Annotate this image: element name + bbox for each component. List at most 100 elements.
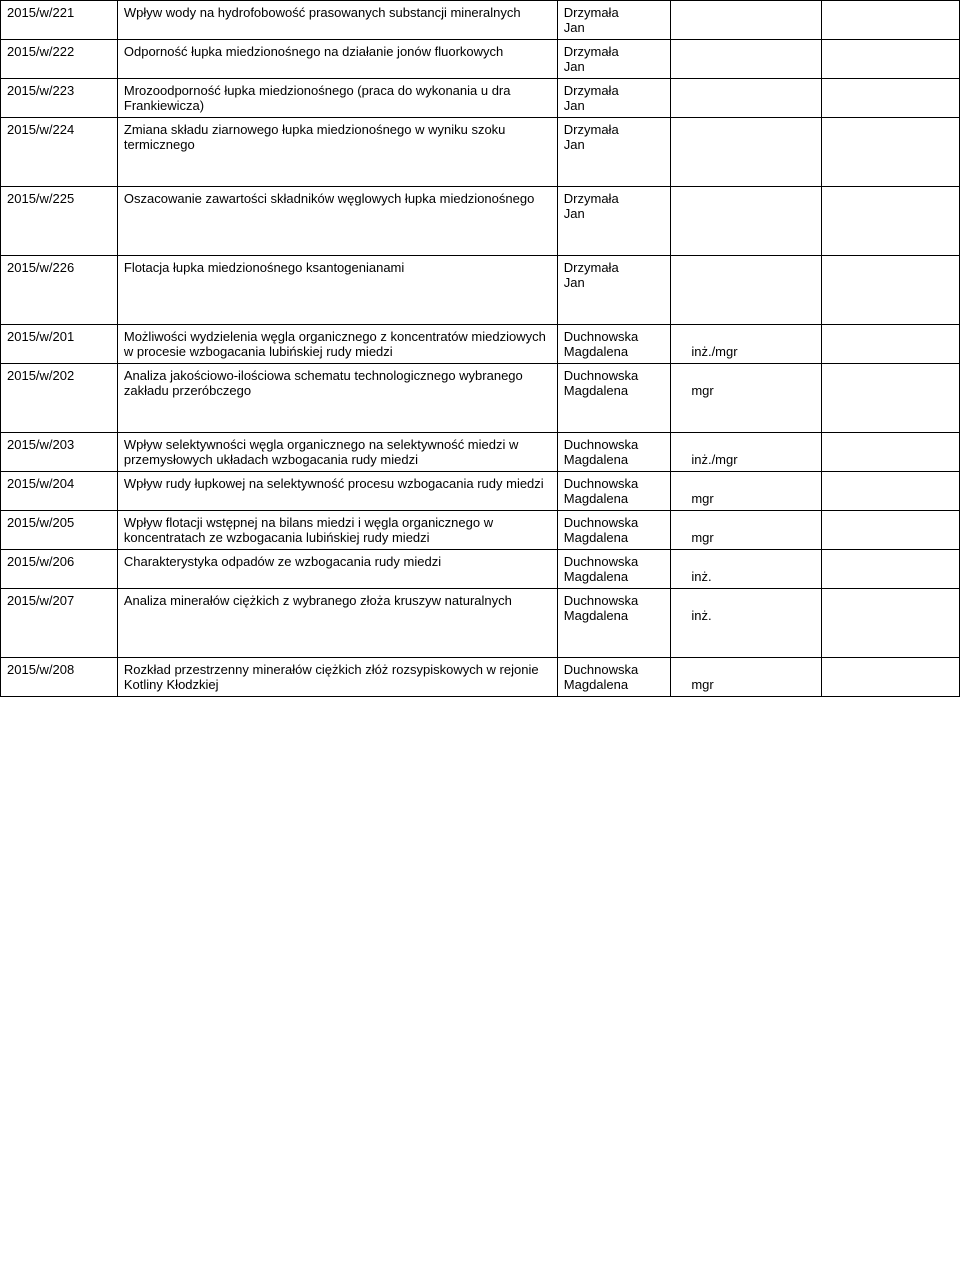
- author-firstname: Magdalena: [564, 491, 628, 506]
- cell-degree: mgr: [670, 658, 821, 697]
- table-row: 2015/w/205Wpływ flotacji wstępnej na bil…: [1, 511, 960, 550]
- cell-degree: [670, 187, 821, 256]
- author-surname: Duchnowska: [564, 554, 638, 569]
- degree-text: mgr: [691, 530, 713, 545]
- author-firstname: Jan: [564, 20, 585, 35]
- cell-degree: mgr: [670, 511, 821, 550]
- cell-title: Wpływ rudy łupkowej na selektywność proc…: [117, 472, 557, 511]
- cell-title: Flotacja łupka miedzionośnego ksantogeni…: [117, 256, 557, 325]
- cell-id: 2015/w/202: [1, 364, 118, 433]
- cell-id: 2015/w/206: [1, 550, 118, 589]
- cell-empty: [821, 325, 959, 364]
- cell-empty: [821, 1, 959, 40]
- cell-degree: mgr: [670, 472, 821, 511]
- cell-id: 2015/w/208: [1, 658, 118, 697]
- author-surname: Drzymała: [564, 83, 619, 98]
- author-surname: Drzymała: [564, 260, 619, 275]
- cell-degree: inż./mgr: [670, 325, 821, 364]
- table-row: 2015/w/224Zmiana składu ziarnowego łupka…: [1, 118, 960, 187]
- author-firstname: Jan: [564, 98, 585, 113]
- table-row: 2015/w/223Mrozoodporność łupka miedziono…: [1, 79, 960, 118]
- cell-id: 2015/w/205: [1, 511, 118, 550]
- cell-empty: [821, 256, 959, 325]
- cell-degree: [670, 40, 821, 79]
- author-surname: Duchnowska: [564, 368, 638, 383]
- cell-title: Charakterystyka odpadów ze wzbogacania r…: [117, 550, 557, 589]
- table-row: 2015/w/225Oszacowanie zawartości składni…: [1, 187, 960, 256]
- author-surname: Duchnowska: [564, 662, 638, 677]
- cell-id: 2015/w/221: [1, 1, 118, 40]
- cell-author: DuchnowskaMagdalena: [557, 433, 670, 472]
- author-firstname: Jan: [564, 206, 585, 221]
- cell-empty: [821, 187, 959, 256]
- cell-title: Odporność łupka miedzionośnego na działa…: [117, 40, 557, 79]
- cell-id: 2015/w/222: [1, 40, 118, 79]
- cell-id: 2015/w/226: [1, 256, 118, 325]
- author-surname: Duchnowska: [564, 515, 638, 530]
- cell-title: Rozkład przestrzenny minerałów ciężkich …: [117, 658, 557, 697]
- degree-text: inż./mgr: [691, 452, 737, 467]
- cell-empty: [821, 433, 959, 472]
- cell-title: Oszacowanie zawartości składników węglow…: [117, 187, 557, 256]
- cell-id: 2015/w/204: [1, 472, 118, 511]
- author-surname: Drzymała: [564, 191, 619, 206]
- cell-id: 2015/w/223: [1, 79, 118, 118]
- cell-empty: [821, 472, 959, 511]
- cell-author: DrzymałaJan: [557, 256, 670, 325]
- author-surname: Duchnowska: [564, 329, 638, 344]
- cell-degree: inż.: [670, 550, 821, 589]
- table-row: 2015/w/202Analiza jakościowo-ilościowa s…: [1, 364, 960, 433]
- cell-author: DrzymałaJan: [557, 79, 670, 118]
- document-page: 2015/w/221Wpływ wody na hydrofobowość pr…: [0, 0, 960, 697]
- cell-degree: [670, 79, 821, 118]
- table-row: 2015/w/201Możliwości wydzielenia węgla o…: [1, 325, 960, 364]
- table-row: 2015/w/207Analiza minerałów ciężkich z w…: [1, 589, 960, 658]
- cell-author: DrzymałaJan: [557, 1, 670, 40]
- cell-author: DuchnowskaMagdalena: [557, 511, 670, 550]
- cell-id: 2015/w/207: [1, 589, 118, 658]
- cell-title: Analiza jakościowo-ilościowa schematu te…: [117, 364, 557, 433]
- cell-title: Wpływ flotacji wstępnej na bilans miedzi…: [117, 511, 557, 550]
- cell-empty: [821, 364, 959, 433]
- cell-empty: [821, 511, 959, 550]
- author-surname: Duchnowska: [564, 437, 638, 452]
- cell-id: 2015/w/225: [1, 187, 118, 256]
- table-row: 2015/w/206Charakterystyka odpadów ze wzb…: [1, 550, 960, 589]
- author-firstname: Magdalena: [564, 677, 628, 692]
- author-surname: Drzymała: [564, 44, 619, 59]
- cell-degree: inż./mgr: [670, 433, 821, 472]
- cell-author: DuchnowskaMagdalena: [557, 658, 670, 697]
- author-firstname: Jan: [564, 275, 585, 290]
- degree-text: mgr: [691, 383, 713, 398]
- cell-title: Wpływ wody na hydrofobowość prasowanych …: [117, 1, 557, 40]
- cell-empty: [821, 40, 959, 79]
- cell-author: DuchnowskaMagdalena: [557, 325, 670, 364]
- cell-empty: [821, 550, 959, 589]
- degree-text: inż./mgr: [691, 344, 737, 359]
- cell-id: 2015/w/201: [1, 325, 118, 364]
- cell-title: Zmiana składu ziarnowego łupka miedziono…: [117, 118, 557, 187]
- cell-empty: [821, 118, 959, 187]
- cell-degree: mgr: [670, 364, 821, 433]
- author-firstname: Magdalena: [564, 344, 628, 359]
- degree-text: inż.: [691, 569, 711, 584]
- cell-title: Możliwości wydzielenia węgla organiczneg…: [117, 325, 557, 364]
- table-row: 2015/w/221Wpływ wody na hydrofobowość pr…: [1, 1, 960, 40]
- author-firstname: Magdalena: [564, 383, 628, 398]
- degree-text: mgr: [691, 491, 713, 506]
- cell-degree: [670, 1, 821, 40]
- author-firstname: Magdalena: [564, 608, 628, 623]
- data-table: 2015/w/221Wpływ wody na hydrofobowość pr…: [0, 0, 960, 697]
- cell-author: DrzymałaJan: [557, 187, 670, 256]
- cell-degree: [670, 118, 821, 187]
- table-row: 2015/w/226Flotacja łupka miedzionośnego …: [1, 256, 960, 325]
- cell-title: Wpływ selektywności węgla organicznego n…: [117, 433, 557, 472]
- author-firstname: Magdalena: [564, 569, 628, 584]
- cell-author: DuchnowskaMagdalena: [557, 589, 670, 658]
- cell-title: Mrozoodporność łupka miedzionośnego (pra…: [117, 79, 557, 118]
- cell-author: DuchnowskaMagdalena: [557, 364, 670, 433]
- cell-degree: inż.: [670, 589, 821, 658]
- cell-empty: [821, 589, 959, 658]
- degree-text: inż.: [691, 608, 711, 623]
- author-surname: Drzymała: [564, 5, 619, 20]
